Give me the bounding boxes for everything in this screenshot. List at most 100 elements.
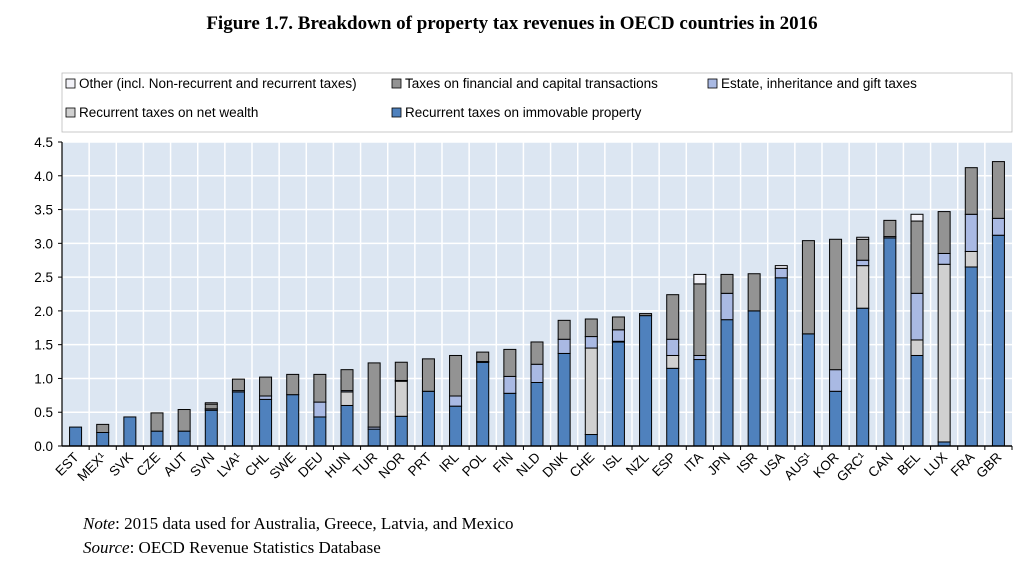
source-line: Source: OECD Revenue Statistics Database xyxy=(83,538,381,558)
bar-segment xyxy=(503,392,517,447)
bar-segment xyxy=(96,431,110,447)
x-tick-label: SVN xyxy=(187,450,217,480)
bar-segment xyxy=(910,339,924,356)
bar-segment xyxy=(449,395,463,407)
x-tick-label: AUT xyxy=(161,450,191,480)
legend-label: Taxes on financial and capital transacti… xyxy=(405,76,658,91)
bar-segment xyxy=(313,416,327,447)
legend-box xyxy=(61,72,1013,133)
x-tick-label: DEU xyxy=(295,450,326,481)
x-tick-label: CHL xyxy=(242,449,272,479)
bar-segment xyxy=(421,358,435,392)
x-tick-label: AUS¹ xyxy=(781,449,815,483)
x-tick-label: HUN xyxy=(322,450,353,481)
bar-segment xyxy=(666,354,680,369)
x-tick-label: POL xyxy=(459,449,489,479)
bar-segment xyxy=(910,213,924,222)
x-tick-label: GRC¹ xyxy=(834,449,869,484)
bar-segment xyxy=(313,373,327,403)
x-tick-label: SVK xyxy=(106,450,136,480)
note-line: Note: 2015 data used for Australia, Gree… xyxy=(83,514,514,534)
bar-segment xyxy=(394,415,408,447)
bar-segment xyxy=(720,319,734,447)
bar-segment xyxy=(801,240,815,335)
x-tick-label: CAN xyxy=(865,450,896,481)
y-tick-label: 2.0 xyxy=(34,304,53,319)
bar-segment xyxy=(204,403,218,410)
y-tick-label: 1.0 xyxy=(34,371,53,386)
bar-segment xyxy=(286,394,300,447)
bar-segment xyxy=(259,398,273,447)
bar-segment xyxy=(910,354,924,447)
bar-segment xyxy=(367,428,381,447)
bar-segment xyxy=(557,352,571,447)
bar-segment xyxy=(150,430,164,447)
bar-segment xyxy=(557,319,571,340)
y-tick-label: 1.5 xyxy=(34,338,53,353)
x-tick-label: DNK xyxy=(539,450,570,481)
bar-segment xyxy=(747,310,761,447)
bar-segment xyxy=(123,416,137,447)
bar-segment xyxy=(856,259,870,267)
bar-segment xyxy=(829,369,843,392)
bar-segment xyxy=(693,359,707,447)
bar-segment xyxy=(367,362,381,428)
bar-segment xyxy=(774,265,788,269)
x-tick-label: ESP xyxy=(649,450,679,480)
bar-segment xyxy=(530,381,544,447)
bar-segment xyxy=(666,367,680,447)
bar-segment xyxy=(720,292,734,321)
bar-segment xyxy=(774,267,788,279)
x-tick-label: FIN xyxy=(490,450,516,476)
bar-segment xyxy=(313,401,327,418)
x-tick-label: TUR xyxy=(350,449,380,479)
bar-segment xyxy=(503,348,517,377)
bar-segment xyxy=(693,273,707,285)
x-tick-label: GBR xyxy=(973,449,1004,480)
bar-segment xyxy=(449,405,463,447)
chart-title: Figure 1.7. Breakdown of property tax re… xyxy=(206,13,818,34)
bar-segment xyxy=(991,217,1005,236)
bar-segment xyxy=(747,273,761,312)
bar-segment xyxy=(937,252,951,265)
x-tick-label: NLD xyxy=(513,449,543,479)
source-text: : OECD Revenue Statistics Database xyxy=(129,538,381,557)
bar-segment xyxy=(177,409,191,432)
bar-segment xyxy=(611,316,625,331)
legend-swatch xyxy=(391,107,402,118)
bar-segment xyxy=(449,354,463,397)
x-tick-label: NOR xyxy=(376,449,408,481)
bar-segment xyxy=(557,338,571,354)
x-tick-label: LVA¹ xyxy=(214,449,245,480)
bar-segment xyxy=(530,341,544,365)
bar-segment xyxy=(394,380,408,417)
bar-segment xyxy=(856,307,870,447)
legend-swatch xyxy=(391,78,402,89)
bar-segment xyxy=(476,351,490,363)
bar-segment xyxy=(937,211,951,254)
bar-segment xyxy=(964,213,978,252)
bar-segment xyxy=(259,395,273,400)
note-text: : 2015 data used for Australia, Greece, … xyxy=(115,514,514,533)
bar-segment xyxy=(584,347,598,436)
x-tick-label: PRT xyxy=(405,450,435,480)
bar-segment xyxy=(584,434,598,447)
legend-swatch xyxy=(65,78,76,89)
bar-segment xyxy=(910,220,924,294)
legend-label: Recurrent taxes on net wealth xyxy=(79,105,258,120)
bar-segment xyxy=(964,167,978,215)
bar-segment xyxy=(829,238,843,371)
y-tick-label: 2.5 xyxy=(34,270,53,285)
bar-segment xyxy=(991,234,1005,447)
x-tick-label: SWE xyxy=(266,450,298,482)
bar-segment xyxy=(177,430,191,447)
x-tick-label: ITA xyxy=(681,450,706,475)
bar-segment xyxy=(883,237,897,447)
x-tick-label: BEL xyxy=(894,449,923,478)
bar-segment xyxy=(856,238,870,261)
bar-segment xyxy=(639,313,653,317)
y-tick-label: 4.0 xyxy=(34,169,53,184)
x-tick-label: LUX xyxy=(921,450,950,479)
bar-segment xyxy=(856,265,870,309)
